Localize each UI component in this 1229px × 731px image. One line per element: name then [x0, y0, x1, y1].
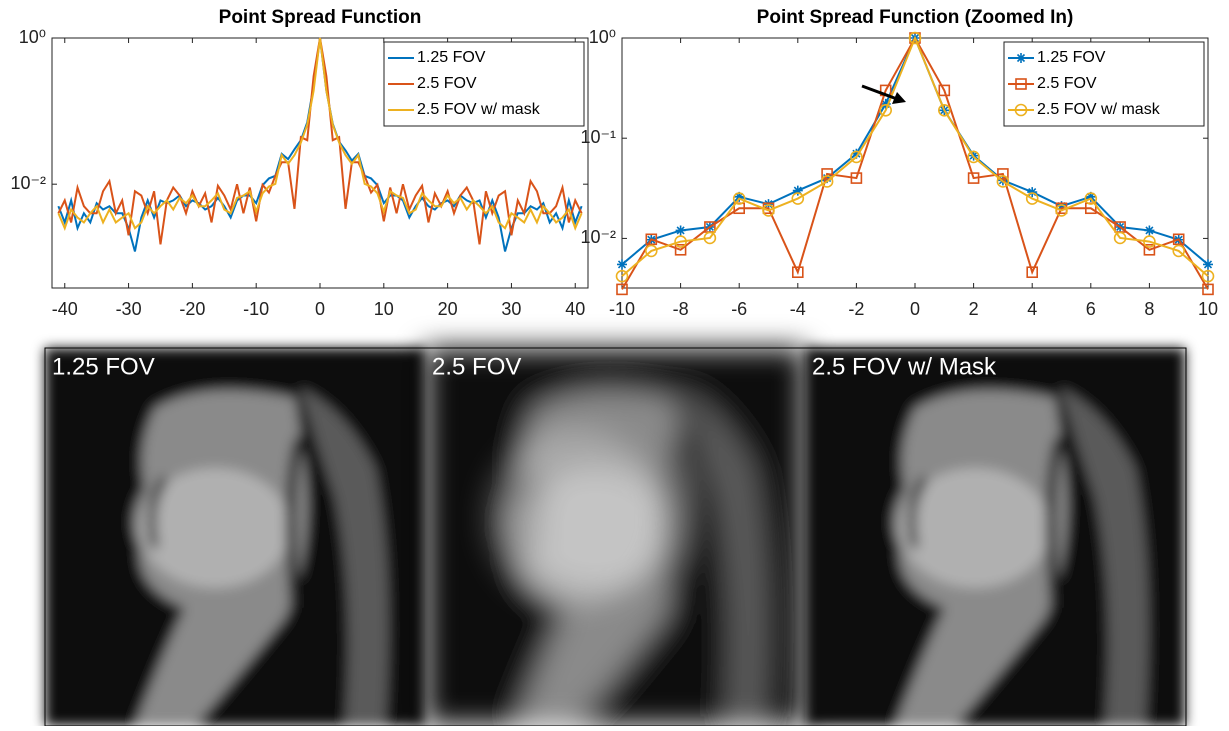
x-tick-label: -40	[52, 299, 78, 319]
x-tick-label: -4	[790, 299, 806, 319]
marker	[644, 244, 658, 258]
y-tick-label: 10⁰	[589, 27, 616, 47]
y-tick-label: 10⁻²	[10, 173, 46, 193]
marker	[616, 283, 628, 296]
marker	[1055, 204, 1068, 217]
x-tick-label: 4	[1027, 299, 1037, 319]
marker	[1015, 78, 1027, 90]
marker	[1113, 231, 1127, 245]
marker	[822, 173, 833, 184]
x-tick-label: 2	[969, 299, 979, 319]
x-tick-label: -30	[116, 299, 142, 319]
marker	[1084, 192, 1098, 205]
x-tick-label: 10	[1198, 299, 1218, 319]
image-3	[805, 348, 1185, 726]
image-label: 2.5 FOV	[432, 353, 521, 380]
marker	[996, 175, 1010, 188]
marker	[1172, 244, 1185, 258]
x-tick-label: 6	[1086, 299, 1096, 319]
marker	[791, 266, 804, 279]
marker	[1056, 201, 1067, 212]
marker	[675, 225, 686, 236]
marker	[703, 231, 717, 245]
series-line	[621, 35, 1209, 277]
y-tick-label: 10⁻¹	[580, 127, 616, 147]
image-label: 1.25 FOV	[52, 353, 155, 380]
image-2	[425, 348, 805, 726]
marker	[938, 84, 951, 97]
legend-label: 2.5 FOV	[1037, 75, 1097, 92]
marker	[879, 103, 893, 117]
marker	[1201, 269, 1215, 283]
x-tick-label: 8	[1144, 299, 1154, 319]
marker	[763, 199, 774, 210]
x-tick-label: 40	[565, 299, 585, 319]
arrow	[861, 84, 906, 104]
marker	[880, 98, 891, 109]
marker	[821, 168, 833, 180]
marker	[997, 168, 1009, 180]
legend-box	[383, 41, 585, 127]
legend-label: 2.5 FOV w/ mask	[417, 101, 541, 118]
series-line	[57, 37, 583, 231]
x-tick-label: 30	[501, 299, 521, 319]
marker	[1144, 225, 1155, 236]
marker	[820, 175, 834, 188]
marker	[791, 192, 805, 205]
legend-label: 1.25 FOV	[1037, 49, 1106, 66]
marker	[674, 243, 687, 256]
x-tick-label: 20	[438, 299, 458, 319]
x-tick-label: -10	[243, 299, 269, 319]
marker	[1172, 233, 1185, 246]
marker	[1016, 53, 1026, 63]
marker	[617, 259, 627, 270]
marker	[1014, 103, 1028, 117]
x-tick-label: -6	[731, 299, 747, 319]
marker	[1143, 235, 1156, 248]
marker	[732, 192, 746, 205]
marker	[615, 269, 629, 283]
legend-label: 2.5 FOV w/ mask	[1037, 101, 1161, 118]
marker	[674, 235, 687, 248]
x-tick-label: -20	[179, 299, 205, 319]
image-panels: 1.25 FOV 2.5 FOV 2.5 FOV w/ Mask	[45, 348, 1186, 726]
marker	[1027, 187, 1038, 198]
marker	[1143, 243, 1156, 256]
marker	[1025, 192, 1039, 205]
chart-title: Point Spread Function	[219, 7, 422, 28]
legend-box	[1003, 41, 1205, 127]
marker	[762, 204, 775, 217]
image-1	[45, 348, 425, 726]
y-tick-label: 10⁻²	[580, 227, 616, 247]
marker	[1085, 191, 1096, 202]
marker	[850, 150, 863, 164]
marker	[851, 148, 862, 159]
marker	[645, 233, 658, 246]
x-tick-label: 0	[315, 299, 325, 319]
legend-label: 2.5 FOV	[417, 75, 477, 92]
marker	[792, 185, 803, 196]
legend-label: 1.25 FOV	[417, 49, 486, 66]
marker	[850, 172, 863, 184]
marker	[1026, 266, 1038, 279]
marker	[908, 31, 922, 45]
x-tick-label: -10	[609, 299, 635, 319]
marker	[937, 103, 951, 117]
marker	[1202, 283, 1214, 296]
x-tick-label: 10	[374, 299, 394, 319]
y-tick-label: 10⁰	[19, 27, 46, 47]
image-label: 2.5 FOV w/ Mask	[812, 353, 997, 380]
x-tick-label: -2	[848, 299, 864, 319]
x-tick-label: 0	[910, 299, 920, 319]
chart-title: Point Spread Function (Zoomed In)	[757, 7, 1074, 28]
x-tick-label: -8	[673, 299, 689, 319]
marker	[967, 172, 980, 184]
marker	[967, 150, 980, 164]
marker	[1203, 259, 1213, 270]
marker	[734, 191, 745, 202]
